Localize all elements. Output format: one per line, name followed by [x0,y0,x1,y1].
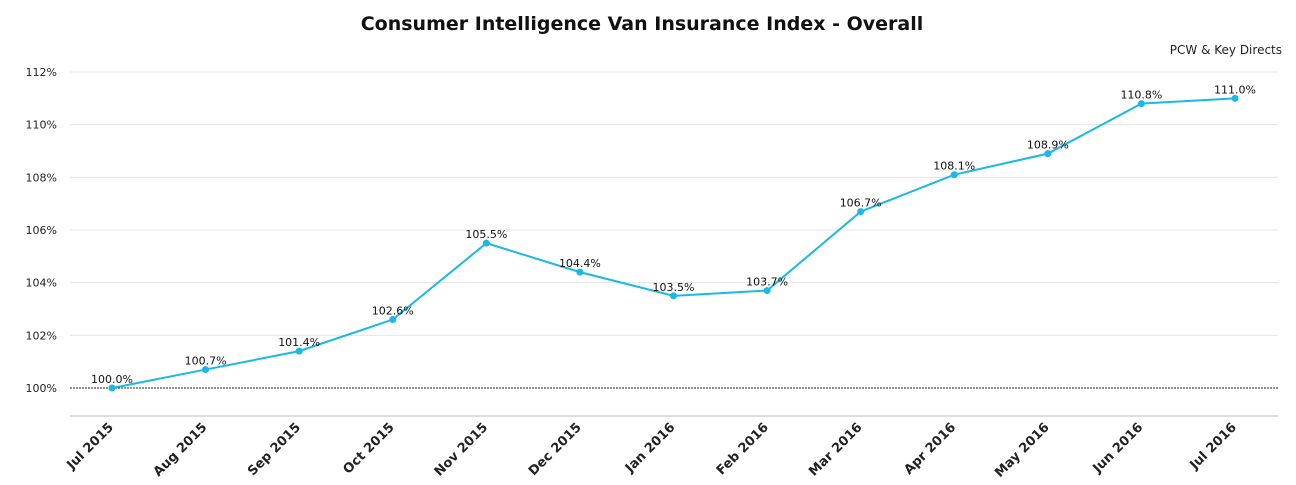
data-point [950,171,958,179]
y-tick-label: 110% [26,119,57,132]
x-tick-label: Jun 2016 [1090,420,1147,477]
data-label: 111.0% [1214,83,1256,96]
x-tick-label: May 2016 [992,420,1052,480]
y-tick-label: 106% [26,224,57,237]
x-tick-label: Feb 2016 [714,420,772,478]
data-label: 100.0% [91,373,133,386]
x-tick-label: Jul 2015 [64,420,117,473]
y-tick-label: 112% [26,66,57,79]
data-label: 105.5% [465,228,507,241]
data-label: 110.8% [1120,89,1162,102]
x-axis-ticks: Jul 2015 Aug 2015 Sep 2015 Oct 2015 Nov 2015… [64,420,1240,480]
gridlines [70,71,1278,417]
data-point [108,384,116,392]
series-overall [108,94,1239,392]
data-point [670,292,677,300]
data-label: 103.5% [653,281,695,294]
data-point [482,239,490,247]
x-tick-label: Dec 2015 [526,420,585,479]
data-label: 100.7% [185,355,227,368]
data-label: 108.1% [933,160,975,173]
x-tick-label: Aug 2015 [151,420,211,480]
data-point [202,366,210,374]
data-label: 106.7% [840,197,882,210]
x-tick-label: Jul 2016 [1187,420,1240,473]
data-point [1231,94,1239,102]
data-labels: 100.0% 100.7% 101.4% 102.6% 105.5% 104.4% 103.… [91,83,1256,386]
data-label: 104.4% [559,257,601,270]
data-label: 103.7% [746,276,788,289]
y-tick-label: 108% [26,171,57,184]
data-label: 101.4% [278,336,320,349]
x-tick-label: Nov 2015 [432,420,491,479]
y-tick-label: 100% [26,382,57,395]
data-point [763,287,771,295]
chart-subtitle: PCW & Key Directs [1170,43,1282,57]
chart-title: Consumer Intelligence Van Insurance Inde… [361,13,924,35]
data-point [1044,150,1052,158]
y-tick-label: 104% [26,277,57,290]
x-tick-label: Mar 2016 [806,420,865,479]
y-tick-label: 102% [26,329,57,342]
data-point [857,208,865,216]
data-label: 102.6% [372,305,414,318]
x-tick-label: Sep 2015 [245,420,304,479]
data-label: 108.9% [1027,139,1069,152]
x-tick-label: Oct 2015 [341,420,398,477]
x-tick-label: Jan 2016 [622,420,678,476]
x-tick-label: Apr 2016 [901,420,959,478]
data-point [576,268,584,276]
data-point [389,316,397,324]
y-axis-ticks: 100% 102% 104% 106% 108% 110% 112% [26,66,57,395]
data-point [295,347,303,355]
data-point [1137,100,1145,108]
